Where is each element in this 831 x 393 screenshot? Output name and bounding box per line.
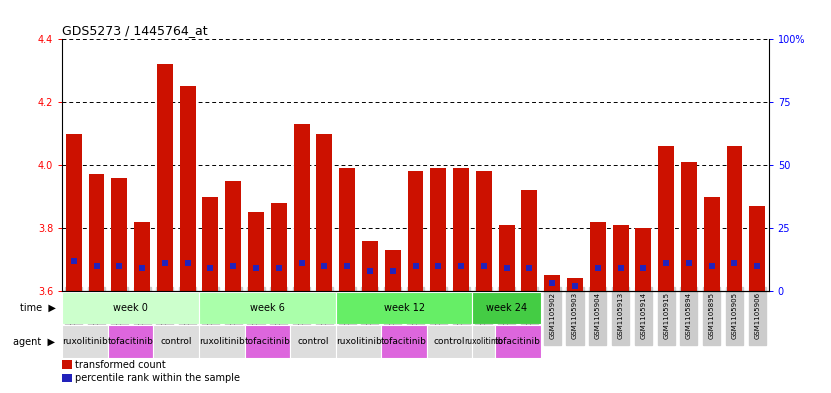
Point <box>67 257 81 264</box>
Bar <box>336 325 381 358</box>
Point <box>455 263 468 269</box>
Text: control: control <box>160 337 192 346</box>
Bar <box>244 325 290 358</box>
Bar <box>62 325 108 358</box>
Point <box>705 263 718 269</box>
Bar <box>407 171 424 291</box>
Point <box>135 265 149 271</box>
Bar <box>293 124 309 291</box>
Bar <box>290 325 336 358</box>
Text: percentile rank within the sample: percentile rank within the sample <box>75 373 240 383</box>
Bar <box>62 374 71 382</box>
Bar <box>225 181 241 291</box>
Text: tofacitinib: tofacitinib <box>381 337 427 346</box>
Bar <box>108 325 154 358</box>
Point <box>181 260 194 266</box>
Bar <box>681 162 697 291</box>
Text: control: control <box>297 337 329 346</box>
Point <box>227 263 240 269</box>
Text: ruxolitinib: ruxolitinib <box>465 337 504 346</box>
Text: week 0: week 0 <box>113 303 148 313</box>
Point <box>272 265 285 271</box>
Point <box>363 268 376 274</box>
Text: control: control <box>434 337 465 346</box>
Bar <box>199 292 336 324</box>
Point <box>728 260 741 266</box>
Point <box>317 263 331 269</box>
Bar <box>362 241 378 291</box>
Point <box>409 263 422 269</box>
Bar <box>134 222 150 291</box>
Bar <box>157 64 173 291</box>
Bar <box>179 86 195 291</box>
Bar <box>473 325 495 358</box>
Point <box>249 265 263 271</box>
Point <box>614 265 627 271</box>
Text: week 24: week 24 <box>486 303 527 313</box>
Text: time  ▶: time ▶ <box>19 303 56 313</box>
Bar <box>317 134 332 291</box>
Text: week 6: week 6 <box>250 303 285 313</box>
Text: week 12: week 12 <box>384 303 425 313</box>
Bar <box>66 134 81 291</box>
Text: tofacitinib: tofacitinib <box>495 337 541 346</box>
Bar <box>567 278 583 291</box>
Bar <box>62 360 71 369</box>
Point <box>295 260 308 266</box>
Bar <box>427 325 473 358</box>
Bar <box>385 250 401 291</box>
Text: agent  ▶: agent ▶ <box>13 336 56 347</box>
Bar <box>154 325 199 358</box>
Point <box>546 280 559 286</box>
Bar <box>89 174 105 291</box>
Bar <box>339 168 355 291</box>
Bar <box>636 228 652 291</box>
Bar <box>199 325 244 358</box>
Bar <box>495 325 541 358</box>
Bar <box>476 171 492 291</box>
Text: ruxolitinib: ruxolitinib <box>199 337 244 346</box>
Point <box>477 263 490 269</box>
Point <box>386 268 400 274</box>
Bar <box>544 275 560 291</box>
Text: ruxolitinib: ruxolitinib <box>336 337 381 346</box>
Bar <box>62 292 199 324</box>
Bar <box>271 203 287 291</box>
Point <box>431 263 445 269</box>
Point <box>682 260 696 266</box>
Point <box>523 265 536 271</box>
Bar <box>336 292 473 324</box>
Point <box>341 263 354 269</box>
Bar <box>750 206 765 291</box>
Text: tofacitinib: tofacitinib <box>244 337 290 346</box>
Point <box>204 265 217 271</box>
Bar <box>111 178 127 291</box>
Bar <box>473 292 541 324</box>
Bar <box>522 190 538 291</box>
Bar <box>612 225 628 291</box>
Text: ruxolitinib: ruxolitinib <box>62 337 108 346</box>
Bar <box>203 196 219 291</box>
Bar <box>453 168 469 291</box>
Point <box>500 265 514 271</box>
Bar <box>590 222 606 291</box>
Text: tofacitinib: tofacitinib <box>108 337 154 346</box>
Bar <box>430 168 446 291</box>
Text: GDS5273 / 1445764_at: GDS5273 / 1445764_at <box>62 24 208 37</box>
Point <box>90 263 103 269</box>
Bar <box>248 212 264 291</box>
Point <box>113 263 126 269</box>
Point <box>158 260 171 266</box>
Bar <box>381 325 427 358</box>
Point <box>750 263 764 269</box>
Bar <box>658 146 674 291</box>
Text: transformed count: transformed count <box>75 360 166 369</box>
Point <box>660 260 673 266</box>
Point <box>591 265 604 271</box>
Bar <box>726 146 742 291</box>
Bar <box>704 196 720 291</box>
Point <box>637 265 650 271</box>
Point <box>568 283 582 289</box>
Bar <box>499 225 514 291</box>
